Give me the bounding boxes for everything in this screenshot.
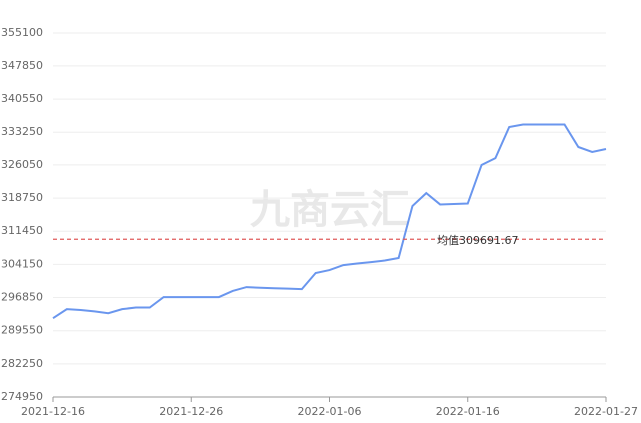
x-tick-label: 2022-01-06 — [298, 405, 362, 418]
series-line — [52, 123, 607, 320]
y-tick-label: 296850 — [1, 291, 43, 304]
mean-label: 均值309691.67 — [437, 234, 519, 247]
watermark: 九商云汇 — [250, 187, 410, 233]
y-tick-label: 274950 — [1, 390, 43, 403]
y-tick-label: 311450 — [1, 224, 43, 237]
y-tick-label: 318750 — [1, 191, 43, 204]
y-tick-label: 347850 — [1, 59, 43, 72]
y-tick-label: 326050 — [1, 158, 43, 171]
x-tick-label: 2022-01-16 — [436, 405, 500, 418]
y-tick-label: 289550 — [1, 324, 43, 337]
x-tick-label: 2022-01-27 — [574, 405, 638, 418]
y-tick-label: 355100 — [1, 26, 43, 39]
y-tick-label: 304150 — [1, 257, 43, 270]
y-tick-label: 340550 — [1, 92, 43, 105]
y-tick-label: 333250 — [1, 125, 43, 138]
x-tick-label: 2021-12-26 — [159, 405, 223, 418]
x-tick-label: 2021-12-16 — [21, 405, 85, 418]
y-tick-label: 282250 — [1, 357, 43, 370]
